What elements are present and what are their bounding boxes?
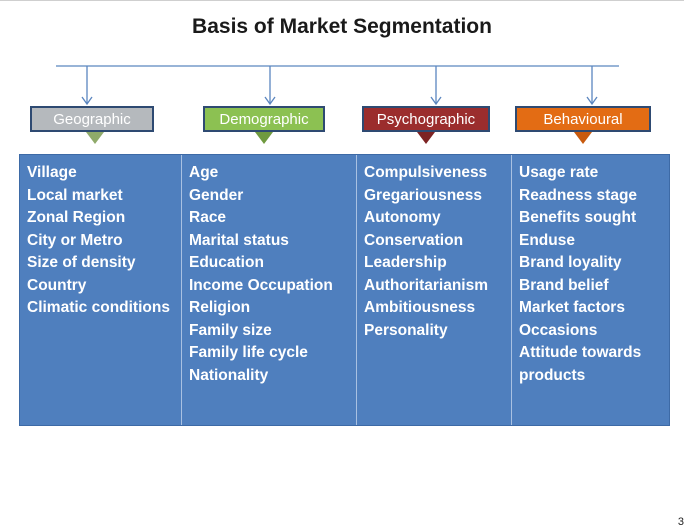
list-item: Occasions: [519, 321, 598, 339]
down-arrow-icon: [86, 132, 104, 144]
list-item: Ambitiousness: [364, 299, 476, 316]
list-item: Usage rate: [519, 164, 599, 181]
column-behavioural: Usage rate Readness stage Benefits sought E…: [511, 155, 671, 425]
list-item: Family size: [189, 321, 272, 339]
down-arrow-icon: [255, 132, 273, 144]
connector-drop-demographic: [264, 66, 276, 106]
list-item: Leadership: [364, 254, 447, 271]
list-item: Local market: [27, 186, 123, 204]
list-item: Enduse: [519, 231, 575, 249]
list-item: Family life cycle: [189, 344, 308, 361]
list-item: Religion: [189, 299, 251, 316]
item-list-behavioural: Usage rate Readness stage Benefits sought E…: [519, 162, 671, 387]
list-item: Personality: [364, 321, 448, 339]
connector-drop-geographic: [81, 66, 93, 106]
category-box-behavioural: Behavioural: [515, 106, 651, 132]
list-item: Attitude towards: [519, 344, 642, 361]
list-item: Brand loyality: [519, 254, 622, 271]
category-box-geographic: Geographic: [30, 106, 154, 132]
list-item: Size of density: [27, 254, 136, 271]
list-item: Market factors: [519, 299, 625, 316]
down-arrow-icon: [574, 132, 592, 144]
list-item: Village: [27, 164, 77, 181]
list-item: Age: [189, 164, 219, 181]
list-item: Gender: [189, 186, 244, 204]
list-item: Climatic conditions: [27, 299, 170, 316]
list-item: products: [519, 366, 586, 384]
column-geographic: Village Local market Zonal Region City or M…: [20, 155, 181, 425]
list-item: Conservation: [364, 231, 464, 249]
slide-title: Basis of Market Segmentation: [192, 15, 492, 38]
list-item: Readness stage: [519, 186, 638, 204]
down-arrow-icon: [417, 132, 435, 144]
list-item: Education: [189, 254, 264, 271]
list-item: Compulsiveness: [364, 164, 488, 181]
list-item: Autonomy: [364, 209, 441, 226]
list-item: Country: [27, 276, 87, 294]
connector-drop-psychographic: [430, 66, 442, 106]
segmentation-panel: Village Local market Zonal Region City or M…: [19, 154, 670, 426]
connector-drop-behavioural: [586, 66, 598, 106]
list-item: City or Metro: [27, 231, 123, 249]
list-item: Brand belief: [519, 276, 609, 294]
item-list-geographic: Village Local market Zonal Region City or M…: [27, 162, 181, 320]
category-box-psychographic: Psychographic: [362, 106, 490, 132]
item-list-demographic: Age Gender Race Marital status Education Inco…: [189, 162, 356, 387]
connector-lines: [56, 65, 619, 106]
list-item: Nationality: [189, 366, 269, 384]
list-item: Marital status: [189, 231, 289, 249]
category-box-demographic: Demographic: [203, 106, 325, 132]
list-item: Gregariousness: [364, 186, 483, 204]
list-item: Zonal Region: [27, 209, 126, 226]
list-item: Race: [189, 209, 227, 226]
column-psychographic: Compulsiveness Gregariousness Autonomy Cons…: [356, 155, 511, 425]
item-list-psychographic: Compulsiveness Gregariousness Autonomy Cons…: [364, 162, 511, 342]
list-item: Income Occupation: [189, 276, 333, 294]
page-number: 3: [677, 516, 684, 528]
list-item: Benefits sought: [519, 209, 637, 226]
list-item: Authoritarianism: [364, 276, 489, 294]
column-demographic: Age Gender Race Marital status Education Inco…: [181, 155, 356, 425]
